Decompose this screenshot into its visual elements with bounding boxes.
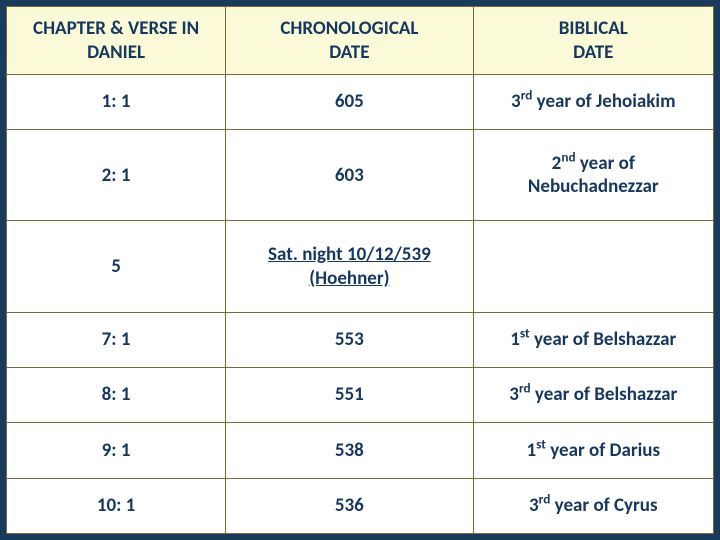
cell-biblical-date: 3rd year of Cyrus: [473, 478, 713, 533]
cell-verse: 7: 1: [7, 312, 226, 367]
table-row: 8: 15513rd year of Belshazzar: [7, 367, 714, 422]
table-row: 7: 15531st year of Belshazzar: [7, 312, 714, 367]
cell-verse: 2: 1: [7, 130, 226, 221]
table-row: 9: 15381st year of Darius: [7, 423, 714, 478]
cell-verse: 1: 1: [7, 75, 226, 130]
cell-biblical-date: [473, 221, 713, 312]
cell-chronological-date: 551: [226, 367, 473, 422]
cell-verse: 5: [7, 221, 226, 312]
cell-chronological-date: 536: [226, 478, 473, 533]
cell-verse: 9: 1: [7, 423, 226, 478]
cell-chronological-date: Sat. night 10/12/539(Hoehner): [226, 221, 473, 312]
cell-biblical-date: 3rd year of Belshazzar: [473, 367, 713, 422]
table-body: 1: 16053rd year of Jehoiakim2: 16032nd y…: [7, 75, 714, 534]
header-biblical-date: BIBLICAL DATE: [473, 7, 713, 75]
cell-verse: 8: 1: [7, 367, 226, 422]
table-row: 5Sat. night 10/12/539(Hoehner): [7, 221, 714, 312]
cell-biblical-date: 1st year of Darius: [473, 423, 713, 478]
header-line: CHRONOLOGICAL: [280, 17, 418, 40]
header-line: BIBLICAL: [559, 17, 628, 40]
header-line: DATE: [329, 41, 369, 64]
cell-biblical-date: 2nd year ofNebuchadnezzar: [473, 130, 713, 221]
cell-chronological-date: 553: [226, 312, 473, 367]
cell-chronological-date: 605: [226, 75, 473, 130]
table-header-row: CHAPTER & VERSE IN DANIEL CHRONOLOGICAL …: [7, 7, 714, 75]
header-line: DATE: [573, 41, 613, 64]
cell-verse: 10: 1: [7, 478, 226, 533]
daniel-chronology-table: CHAPTER & VERSE IN DANIEL CHRONOLOGICAL …: [6, 6, 714, 534]
table-row: 10: 15363rd year of Cyrus: [7, 478, 714, 533]
cell-chronological-date: 538: [226, 423, 473, 478]
header-chapter-verse: CHAPTER & VERSE IN DANIEL: [7, 7, 226, 75]
table-row: 1: 16053rd year of Jehoiakim: [7, 75, 714, 130]
cell-biblical-date: 3rd year of Jehoiakim: [473, 75, 713, 130]
header-line: CHAPTER & VERSE IN: [33, 17, 199, 40]
header-line: DANIEL: [87, 41, 145, 64]
table-row: 2: 16032nd year ofNebuchadnezzar: [7, 130, 714, 221]
cell-biblical-date: 1st year of Belshazzar: [473, 312, 713, 367]
cell-chronological-date: 603: [226, 130, 473, 221]
header-chronological-date: CHRONOLOGICAL DATE: [226, 7, 473, 75]
